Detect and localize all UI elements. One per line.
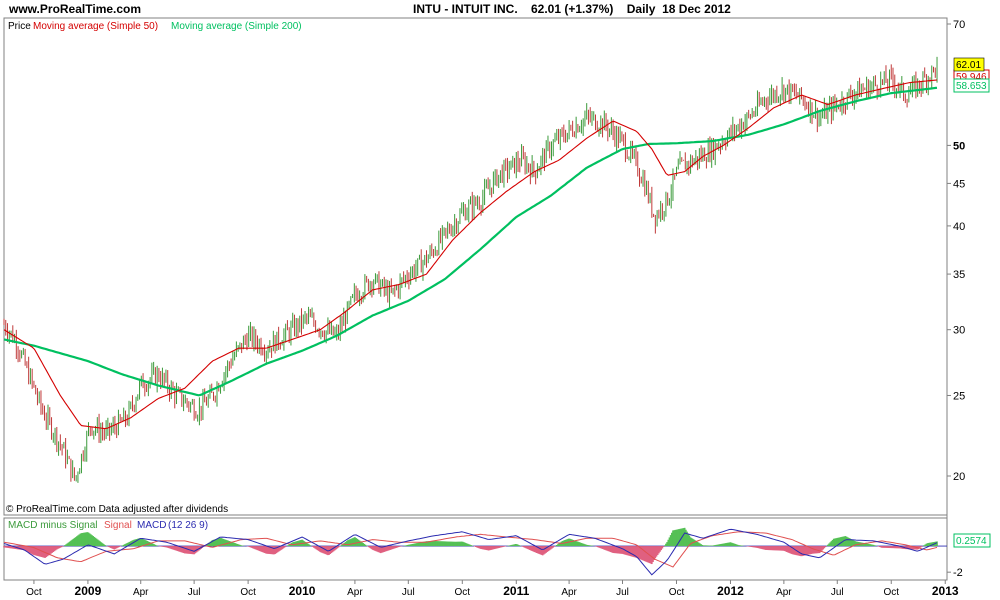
price-tick-label: 35 [953,269,965,281]
time-tick-label: 2011 [503,584,529,598]
legend-ma200: Moving average (Simple 200) [171,21,302,32]
time-tick-label: Jul [831,587,844,598]
macd-value-badge [953,533,991,548]
price-axis: 70 50 45 40 35 30 25 20 [947,19,965,483]
legend-ma50: Moving average (Simple 50) [33,21,158,32]
time-tick-label: 2012 [717,584,744,598]
time-tick-label: Jul [616,587,629,598]
ma200-value-badge [953,78,990,93]
price-tick-label: 70 [953,19,965,31]
time-axis: Oct 2009 Apr Jul Oct 2010 Apr Jul Oct 2011 Apr Jul O… [26,580,959,598]
time-tick-label: Oct [883,587,899,598]
ma200-value-label: 58.653 [956,81,987,92]
time-tick-label: Apr [561,587,577,598]
chart-header: www.ProRealTime.com INTU - INTUIT INC. 6… [0,0,1000,18]
price-change: (+1.37%) [564,2,614,16]
value-labels: 59.946 62.01 58.653 [953,57,990,93]
time-tick-label: 2013 [932,584,959,598]
time-tick-label: Apr [133,587,149,598]
chart-period: Daily [626,2,656,16]
ma50-line [3,79,938,430]
price-tick-label: 25 [953,390,965,402]
last-price: 62.01 [531,2,562,16]
symbol-name: INTU - INTUIT INC. [413,2,518,16]
legend-signal: Signal [104,520,132,531]
price-value-badge [953,57,985,72]
price-tick-label: 45 [953,178,965,190]
time-tick-label: Apr [776,587,792,598]
legend-macd: MACD [137,520,166,531]
time-tick-label: 2010 [289,584,316,598]
price-panel-frame [3,17,948,516]
time-tick-label: Apr [347,587,363,598]
legend-macd-minus-signal: MACD minus Signal [8,520,97,531]
legend-macd-params: (12 26 9) [168,520,208,531]
macd-tick-label: -2 [953,567,963,579]
time-tick-label: 2009 [75,584,102,598]
site-name[interactable]: www.ProRealTime.com [9,2,142,16]
macd-histogram [3,527,938,565]
price-tick-label: 30 [953,325,965,337]
chart-date: 18 Dec 2012 [662,2,731,16]
legend-price: Price [8,21,31,32]
price-tick-label: 40 [953,221,965,233]
macd-line [3,528,938,576]
time-tick-label: Oct [669,587,685,598]
macd-axis: -2 [947,567,963,579]
time-tick-label: Oct [26,587,42,598]
time-tick-label: Jul [402,587,415,598]
price-value-label: 62.01 [956,60,981,71]
time-tick-label: Oct [240,587,256,598]
chart-title: INTU - INTUIT INC. 62.01 (+1.37%) Daily … [413,2,731,16]
time-tick-label: Jul [188,587,201,598]
time-tick-label: Oct [455,587,471,598]
footnote: © ProRealTime.com Data adjusted after di… [6,504,228,515]
macd-value-label: 0.2574 [956,536,987,547]
price-tick-label: 20 [953,471,965,483]
ma50-value-label: 59.946 [956,72,987,83]
price-tick-label: 50 [953,140,965,152]
ma200-line [3,86,938,397]
